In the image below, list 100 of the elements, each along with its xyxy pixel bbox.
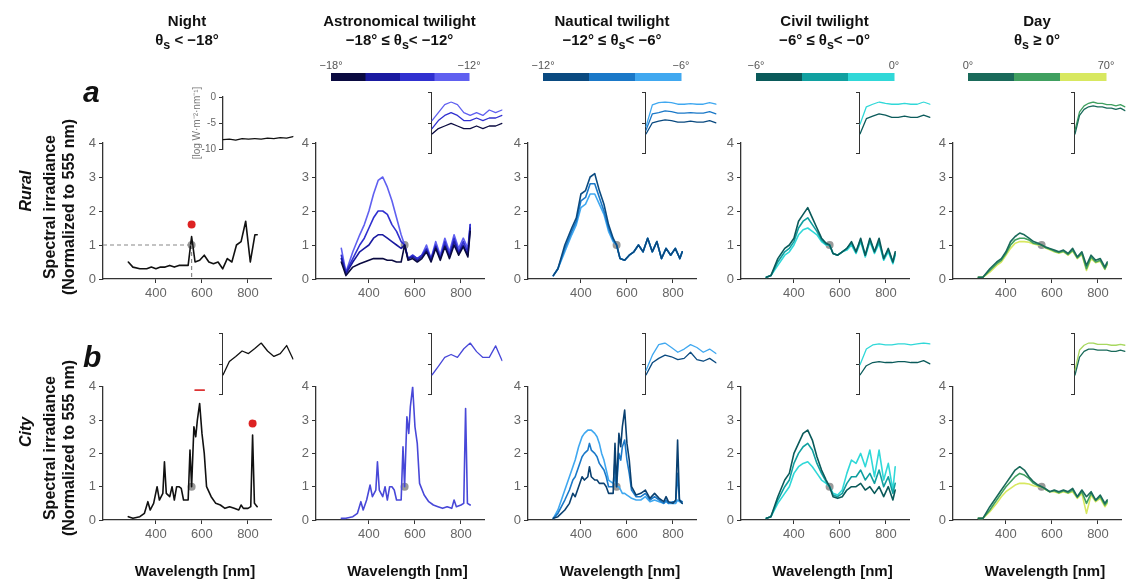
y-tick-label: 0: [301, 511, 309, 527]
x-tick-label: 600: [616, 285, 638, 301]
chart-subtitle: −6° ≤ θ$_{s}$< −0°: [779, 31, 870, 52]
x-tick-label: 400: [782, 526, 805, 542]
y-tick-label: 4: [88, 134, 96, 150]
y-tick-label: 0: [513, 511, 521, 527]
y-tick-label: 0: [726, 511, 734, 527]
x-tick-label: 800: [662, 285, 684, 301]
x-tick-label: 400: [357, 526, 380, 542]
x-tick-label: 600: [616, 526, 638, 542]
y-tick-label: 2: [513, 202, 521, 218]
x-tick-label: 800: [449, 526, 472, 542]
y-tick-label: 1: [88, 236, 96, 252]
y-tick-label: 4: [513, 134, 521, 150]
x-tick-label: 600: [1041, 285, 1063, 301]
y-tick-label: 1: [726, 236, 734, 252]
chart-title: Nautical twilight: [554, 12, 670, 29]
y-tick-label: 2: [726, 202, 734, 218]
y-tick-label: 4: [301, 378, 309, 394]
y-tick-label: 2: [301, 202, 309, 218]
y-tick-label: 1: [301, 236, 309, 252]
color-bar-label: −6°: [672, 59, 690, 71]
x-tick-label: 400: [995, 285, 1017, 301]
x-tick-label: 400: [995, 526, 1017, 542]
x-tick-label: 800: [237, 526, 259, 542]
text: a: [83, 75, 100, 109]
y-tick-label: -5: [207, 116, 217, 128]
x-tick-label: 400: [570, 526, 592, 542]
chart-title: Civil twilight: [780, 12, 869, 29]
chart-subtitle: −18° ≤ θ$_{s}$< −12°: [345, 31, 454, 52]
y-tick-label: 3: [726, 411, 734, 427]
x-axis-title: Wavelength [nm]: [772, 562, 893, 579]
y-tick-label: 4: [938, 134, 946, 150]
x-tick-label: 800: [1087, 526, 1109, 542]
y-tick-label: 4: [301, 134, 309, 150]
y-tick-label: 3: [513, 168, 521, 184]
y-tick-label: 4: [88, 378, 96, 394]
y-tick-label: 0: [210, 90, 217, 102]
x-tick-label: 800: [874, 526, 897, 542]
y-tick-label: 3: [938, 411, 946, 427]
y-tick-label: -10: [201, 142, 217, 154]
text: City: [17, 416, 35, 448]
y-tick-label: 4: [726, 378, 734, 394]
y-axis-title: Spectral irradiance (Normalized to 555 nm): [40, 359, 78, 537]
y-tick-label: 1: [301, 478, 309, 494]
x-tick-label: 600: [403, 526, 426, 542]
x-tick-label: 400: [570, 285, 592, 301]
x-tick-label: 400: [357, 285, 380, 301]
y-tick-label: 1: [938, 236, 946, 252]
color-bar-label: −6°: [747, 59, 764, 71]
y-tick-label: 4: [938, 378, 946, 394]
y-axis-title: Spectral irradiance (Normalized to 555 nm): [40, 118, 78, 296]
x-tick-label: 400: [145, 526, 167, 542]
color-bar-label: 70°: [1097, 59, 1115, 71]
color-bar-label: −12°: [531, 59, 555, 71]
y-tick-label: 3: [938, 168, 946, 184]
x-axis-title: Wavelength [nm]: [134, 562, 256, 579]
color-bar-label: −18°: [318, 59, 343, 71]
y-tick-label: 4: [513, 378, 521, 394]
x-tick-label: 600: [1041, 526, 1063, 542]
chart-title: Astronomical twilight: [323, 12, 476, 29]
x-tick-label: 400: [145, 285, 167, 301]
y-tick-label: 0: [726, 270, 734, 286]
color-bar-label: 0°: [962, 59, 974, 71]
y-tick-label: 0: [513, 270, 521, 286]
x-tick-label: 800: [1087, 285, 1109, 301]
color-bar-label: −12°: [456, 59, 481, 71]
chart-subtitle: θ$_{s}$ ≥ 0°: [1014, 31, 1060, 52]
y-tick-label: 2: [88, 444, 96, 460]
y-tick-label: 3: [726, 168, 734, 184]
y-tick-label: 2: [301, 444, 309, 460]
text: b: [83, 340, 102, 374]
y-tick-label: 4: [726, 134, 734, 150]
chart-subtitle: −12° ≤ θ$_{s}$< −6°: [562, 31, 662, 52]
y-tick-label: 0: [938, 511, 946, 527]
y-tick-label: 0: [938, 270, 946, 286]
x-tick-label: 600: [403, 285, 426, 301]
color-bar-label: 0°: [888, 59, 899, 71]
y-tick-label: 3: [301, 411, 309, 427]
x-tick-label: 800: [662, 526, 684, 542]
chart-title: Day: [1023, 12, 1051, 29]
y-tick-label: 1: [938, 478, 946, 494]
y-tick-label: 0: [301, 270, 309, 286]
y-tick-label: 0: [88, 270, 96, 286]
y-tick-label: 0: [88, 511, 96, 527]
text: Rural: [17, 170, 35, 212]
y-tick-label: 1: [88, 478, 96, 494]
y-tick-label: 3: [88, 168, 96, 184]
y-tick-label: 2: [938, 202, 946, 218]
y-tick-label: 2: [513, 444, 521, 460]
y-tick-label: 2: [726, 444, 734, 460]
x-tick-label: 800: [449, 285, 472, 301]
x-tick-label: 800: [237, 285, 259, 301]
x-axis-title: Wavelength [nm]: [984, 562, 1106, 579]
x-tick-label: 800: [874, 285, 897, 301]
y-tick-label: 2: [938, 444, 946, 460]
x-axis-title: Wavelength [nm]: [559, 562, 681, 579]
x-tick-label: 600: [191, 285, 213, 301]
y-tick-label: 2: [88, 202, 96, 218]
y-axis-title: [log W·m⁻²·nm⁻¹]: [190, 86, 202, 160]
